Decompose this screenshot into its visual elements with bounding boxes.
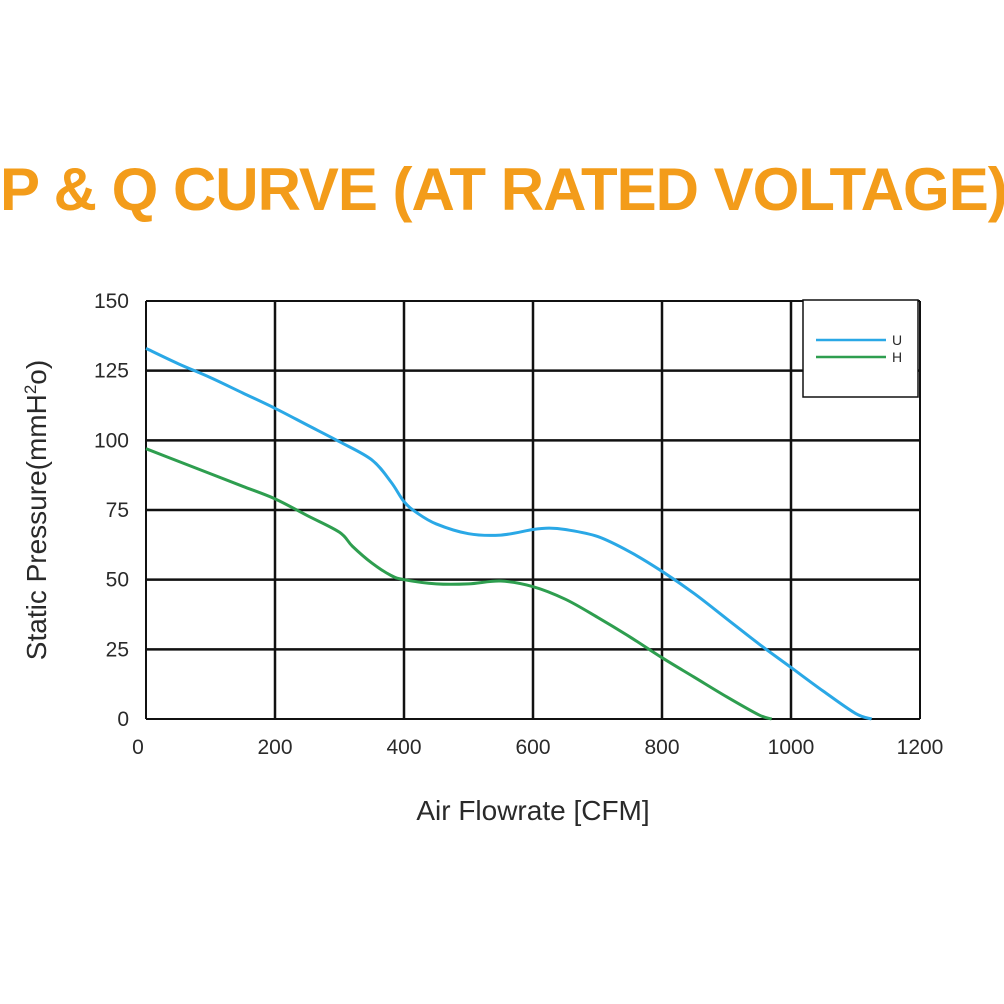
x-axis-label: Air Flowrate [CFM] [416, 795, 649, 826]
y-tick-label: 0 [117, 708, 129, 731]
x-tick-label: 800 [644, 736, 679, 759]
series-line-u [145, 347, 873, 721]
x-tick-label: 1000 [768, 736, 815, 759]
x-tick-label: 400 [386, 736, 421, 759]
y-tick-label: 100 [94, 429, 129, 452]
y-axis-label: Static Pressure(mmH2o) [21, 360, 52, 660]
y-tick-label: 25 [106, 638, 129, 661]
x-tick-label: 0 [132, 736, 144, 759]
series-line-h [145, 447, 773, 721]
y-axis-label-superscript: 2 [21, 385, 40, 394]
grid-layer [145, 300, 921, 720]
y-tick-label: 50 [106, 569, 129, 592]
x-tick-label: 600 [515, 736, 550, 759]
y-tick-label: 150 [94, 290, 129, 313]
legend-label-h: H [892, 349, 902, 365]
y-axis-label-main: Static Pressure(mmH [21, 394, 52, 660]
series-layer [145, 347, 873, 721]
legend-label-u: U [892, 332, 902, 348]
x-tick-label: 200 [257, 736, 292, 759]
x-tick-labels: 0 200 400 600 800 1000 1200 [132, 736, 943, 759]
y-tick-label: 75 [106, 499, 129, 522]
y-tick-label: 125 [94, 360, 129, 383]
x-tick-label: 1200 [897, 736, 944, 759]
y-axis-label-tail: o) [21, 360, 52, 385]
legend-box [802, 299, 919, 398]
legend: U H [802, 299, 919, 398]
y-tick-labels: 0 25 50 75 100 125 150 [94, 290, 129, 731]
chart-title: P & Q CURVE (AT RATED VOLTAGE) [0, 156, 1004, 223]
